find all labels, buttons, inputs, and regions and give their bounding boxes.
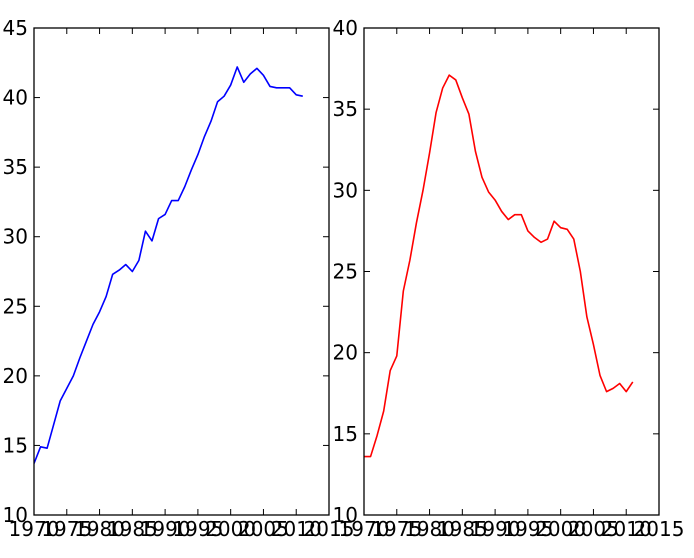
x-tick-label: 2005 <box>568 517 619 541</box>
y-tick-label: 10 <box>333 503 358 527</box>
x-tick-label: 1985 <box>437 517 488 541</box>
y-tick-label: 35 <box>3 155 28 179</box>
x-tick-label: 2005 <box>238 517 289 541</box>
y-tick-label: 10 <box>3 503 28 527</box>
y-tick-label: 25 <box>333 260 358 284</box>
x-tick-label: 1970 <box>9 517 60 541</box>
chart-panel-1: 1970197519801985199019952000200520102015… <box>3 16 355 541</box>
series-line-1-1 <box>34 66 303 464</box>
x-tick-label: 1975 <box>371 517 422 541</box>
y-tick-label: 15 <box>3 433 28 457</box>
axes-frame <box>33 27 330 516</box>
x-tick-label: 1995 <box>172 517 223 541</box>
x-tick-label: 1980 <box>404 517 455 541</box>
chart-panel-2: 1970197519801985199019952000200520102015… <box>333 16 685 541</box>
x-tick-label: 1990 <box>470 517 521 541</box>
x-tick-label: 1980 <box>74 517 125 541</box>
x-tick-label: 2015 <box>634 517 685 541</box>
y-tick-label: 20 <box>333 341 358 365</box>
y-tick-label: 15 <box>333 422 358 446</box>
x-tick-label: 2010 <box>271 517 322 541</box>
y-tick-label: 45 <box>3 16 28 40</box>
y-tick-label: 40 <box>333 16 358 40</box>
series-line-2-1 <box>364 74 634 458</box>
x-tick-label: 2000 <box>205 517 256 541</box>
x-tick-label: 1970 <box>339 517 390 541</box>
y-tick-label: 20 <box>3 364 28 388</box>
x-tick-label: 2010 <box>601 517 652 541</box>
y-tick-label: 25 <box>3 294 28 318</box>
x-tick-label: 1985 <box>107 517 158 541</box>
y-tick-label: 35 <box>333 97 358 121</box>
x-tick-label: 1995 <box>502 517 553 541</box>
y-tick-label: 30 <box>3 225 28 249</box>
y-tick-label: 40 <box>3 86 28 110</box>
x-tick-label: 1975 <box>41 517 92 541</box>
x-tick-label: 2000 <box>535 517 586 541</box>
x-tick-label: 2015 <box>304 517 355 541</box>
y-tick-label: 30 <box>333 178 358 202</box>
x-tick-label: 1990 <box>140 517 191 541</box>
